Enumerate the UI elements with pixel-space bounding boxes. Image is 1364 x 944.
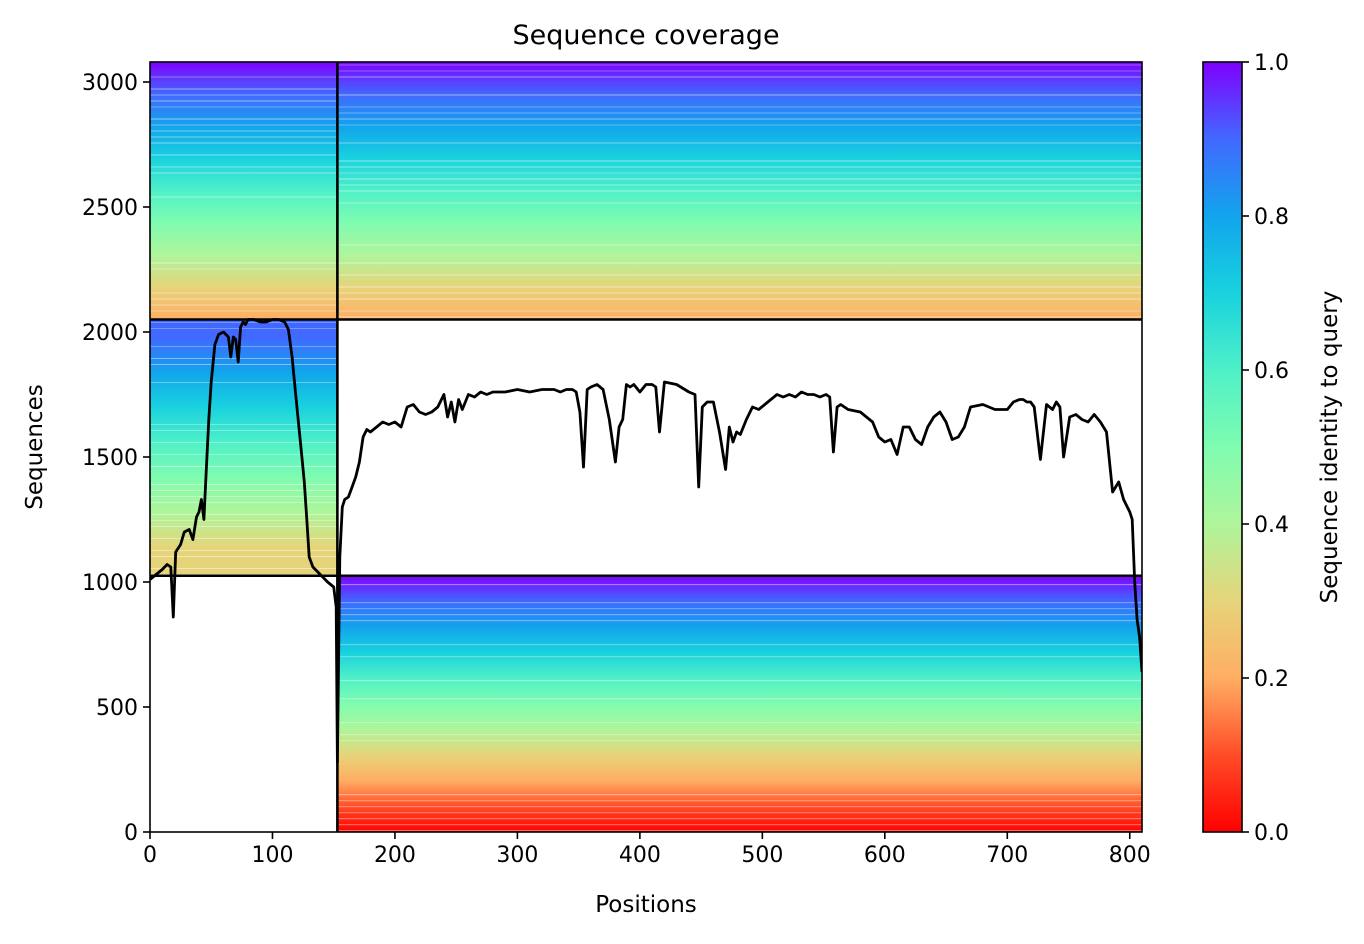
- coverage-block: [150, 62, 338, 320]
- y-tick-label: 0: [124, 821, 138, 846]
- y-tick-label: 3000: [82, 71, 138, 96]
- x-tick-label: 500: [741, 843, 783, 868]
- x-tick-label: 100: [251, 843, 293, 868]
- chart-title: Sequence coverage: [512, 20, 779, 51]
- colorbar-tick-label: 0.0: [1254, 821, 1289, 846]
- colorbar-ticks: 0.0 0.2 0.4 0.6 0.8 1.0: [1242, 51, 1289, 846]
- colorbar-tick-label: 0.8: [1254, 205, 1289, 230]
- coverage-block: [337, 575, 1142, 832]
- x-tick-label: 0: [143, 843, 157, 868]
- x-tick-label: 200: [374, 843, 416, 868]
- y-axis-label: Sequences: [22, 384, 48, 509]
- x-tick-label: 600: [864, 843, 906, 868]
- y-tick-label: 1500: [82, 446, 138, 471]
- x-tick-label: 300: [496, 843, 538, 868]
- colorbar-label: Sequence identity to query: [1317, 291, 1343, 604]
- colorbar-tick-label: 0.2: [1254, 667, 1289, 692]
- y-tick-label: 1000: [82, 571, 138, 596]
- y-tick-label: 2500: [82, 196, 138, 221]
- coverage-line-group: [150, 318, 1142, 764]
- colorbar: [1202, 61, 1243, 833]
- coverage-block: [150, 319, 338, 576]
- colorbar-tick-label: 0.4: [1254, 513, 1289, 538]
- colorbar-tick-label: 1.0: [1254, 51, 1289, 76]
- y-axis-ticks: 0 500 1000 1500 2000 2500 3000: [82, 71, 150, 846]
- x-axis-label: Positions: [595, 892, 697, 918]
- coverage-line: [150, 318, 1142, 764]
- coverage-blocks: [150, 62, 1142, 832]
- y-tick-label: 2000: [82, 321, 138, 346]
- x-tick-label: 400: [619, 843, 661, 868]
- x-tick-label: 800: [1109, 843, 1151, 868]
- x-axis-ticks: 0 100 200 300 400 500 600 700 800: [143, 832, 1151, 868]
- colorbar-tick-label: 0.6: [1254, 359, 1289, 384]
- plot-frame: [149, 61, 1143, 833]
- y-tick-label: 500: [96, 696, 138, 721]
- x-tick-label: 700: [986, 843, 1028, 868]
